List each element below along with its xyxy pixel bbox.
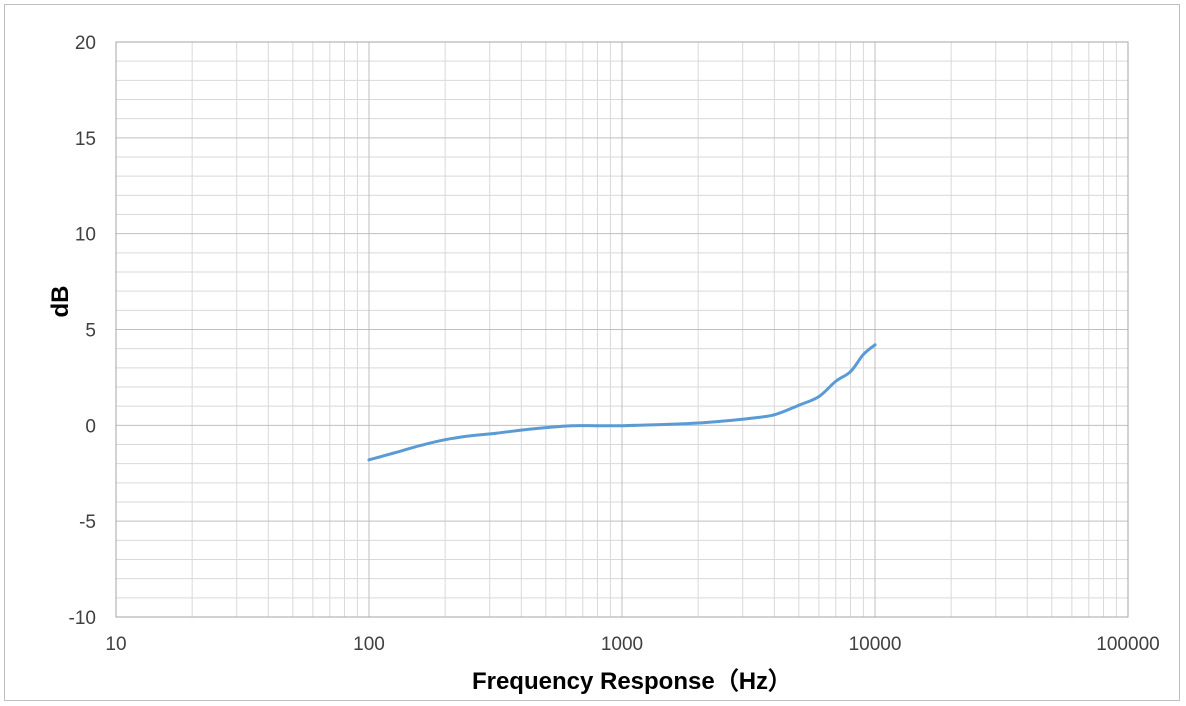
data-point: [519, 428, 523, 432]
data-point: [367, 458, 371, 462]
y-tick-label: 5: [85, 321, 96, 342]
data-point: [817, 395, 821, 398]
chart-area: [4, 4, 1180, 701]
data-point: [772, 413, 776, 417]
data-point: [862, 353, 865, 356]
plot-area-border: [115, 41, 1129, 618]
data-point: [443, 438, 447, 442]
data-point: [746, 417, 750, 421]
data-point: [849, 370, 852, 374]
y-tick-label: -10: [69, 608, 96, 629]
x-axis-tick-labels: 10 100 1000 10000 100000: [105, 634, 1159, 655]
data-point: [392, 451, 395, 455]
y-tick-label: 15: [75, 129, 96, 150]
y-axis-title: dB: [47, 286, 74, 318]
x-tick-label: 10: [105, 634, 126, 655]
y-axis-tick-labels: 20 15 10 5 0 -5 -10: [69, 33, 96, 629]
y-tick-label: 0: [85, 416, 96, 437]
data-point: [834, 379, 838, 383]
y-tick-label: 10: [75, 225, 96, 246]
x-axis-title: Frequency Response（Hz）: [472, 668, 792, 695]
data-point: [672, 422, 676, 426]
x-tick-label: 10000: [849, 634, 902, 655]
data-point: [493, 431, 497, 435]
data-point: [645, 423, 648, 427]
data-point: [596, 424, 599, 428]
data-point: [468, 434, 472, 438]
data-point: [419, 444, 423, 447]
x-tick-label: 1000: [601, 634, 643, 655]
x-tick-label: 100000: [1096, 634, 1159, 655]
data-point: [873, 343, 877, 347]
data-point: [696, 421, 700, 425]
data-point: [797, 403, 801, 407]
y-tick-label: -5: [79, 512, 96, 533]
series-layer: [367, 343, 877, 462]
data-point: [569, 424, 573, 428]
major-gridlines: [115, 41, 1129, 618]
y-tick-label: 20: [75, 33, 96, 54]
data-point: [620, 424, 624, 428]
x-tick-label: 100: [353, 634, 385, 655]
data-point: [721, 419, 725, 423]
data-point: [544, 426, 548, 430]
